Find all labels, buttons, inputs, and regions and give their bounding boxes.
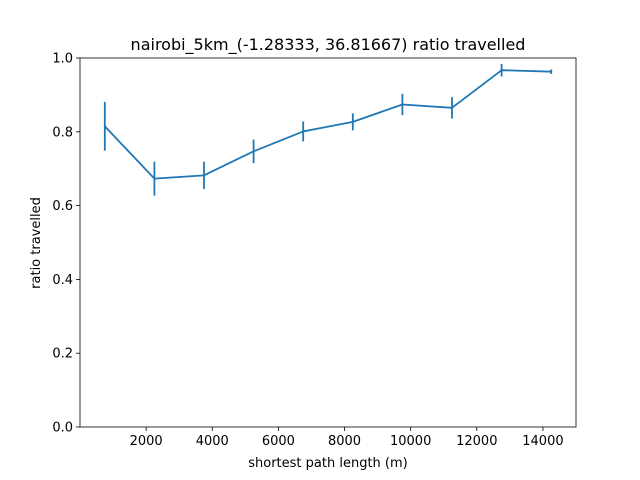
y-tick-label: 0.6 xyxy=(52,199,73,214)
plot-area: 2000 4000 6000 8000 10000 12000 14000 0.0 0.2 0.4… xyxy=(52,52,577,449)
x-tick-label: 12000 xyxy=(456,434,497,449)
chart-title: nairobi_5km_(-1.28333, 36.81667) ratio t… xyxy=(131,35,526,55)
x-tick-label: 14000 xyxy=(522,434,563,449)
y-tick-label: 0.2 xyxy=(52,347,73,362)
axes-frame xyxy=(79,57,577,428)
y-tick-label: 0.4 xyxy=(52,273,73,288)
x-tick-label: 8000 xyxy=(328,434,361,449)
y-tick-label: 1.0 xyxy=(52,52,73,67)
x-tick-label: 6000 xyxy=(262,434,295,449)
x-tick-label: 10000 xyxy=(390,434,431,449)
y-tick-label: 0.8 xyxy=(52,125,73,140)
series-line xyxy=(103,69,553,180)
x-tick-label: 4000 xyxy=(196,434,229,449)
y-tick-label: 0.0 xyxy=(52,421,73,436)
x-tick-label: 2000 xyxy=(130,434,163,449)
x-axis-label: shortest path length (m) xyxy=(248,456,407,471)
y-axis-label: ratio travelled xyxy=(29,197,44,289)
